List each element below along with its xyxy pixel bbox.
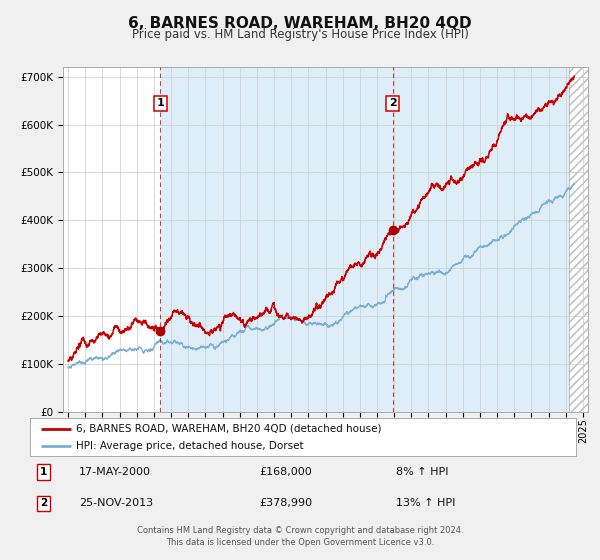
Text: 6, BARNES ROAD, WAREHAM, BH20 4QD: 6, BARNES ROAD, WAREHAM, BH20 4QD [128, 16, 472, 31]
Text: 2: 2 [389, 99, 397, 109]
Bar [569, 67, 588, 412]
Text: This data is licensed under the Open Government Licence v3.0.: This data is licensed under the Open Gov… [166, 538, 434, 547]
Text: 1: 1 [40, 467, 47, 477]
Text: 1: 1 [157, 99, 164, 109]
Bar [160, 67, 569, 412]
Text: HPI: Average price, detached house, Dorset: HPI: Average price, detached house, Dors… [76, 441, 304, 451]
Text: £378,990: £378,990 [259, 498, 313, 508]
Text: 6, BARNES ROAD, WAREHAM, BH20 4QD (detached house): 6, BARNES ROAD, WAREHAM, BH20 4QD (detac… [76, 423, 382, 433]
Text: 8% ↑ HPI: 8% ↑ HPI [396, 467, 448, 477]
Bar [569, 67, 588, 412]
Text: 13% ↑ HPI: 13% ↑ HPI [396, 498, 455, 508]
Text: 2: 2 [40, 498, 47, 508]
Text: Contains HM Land Registry data © Crown copyright and database right 2024.: Contains HM Land Registry data © Crown c… [137, 526, 463, 535]
Text: Price paid vs. HM Land Registry's House Price Index (HPI): Price paid vs. HM Land Registry's House … [131, 28, 469, 41]
Text: 17-MAY-2000: 17-MAY-2000 [79, 467, 151, 477]
Text: 25-NOV-2013: 25-NOV-2013 [79, 498, 153, 508]
Text: £168,000: £168,000 [259, 467, 312, 477]
